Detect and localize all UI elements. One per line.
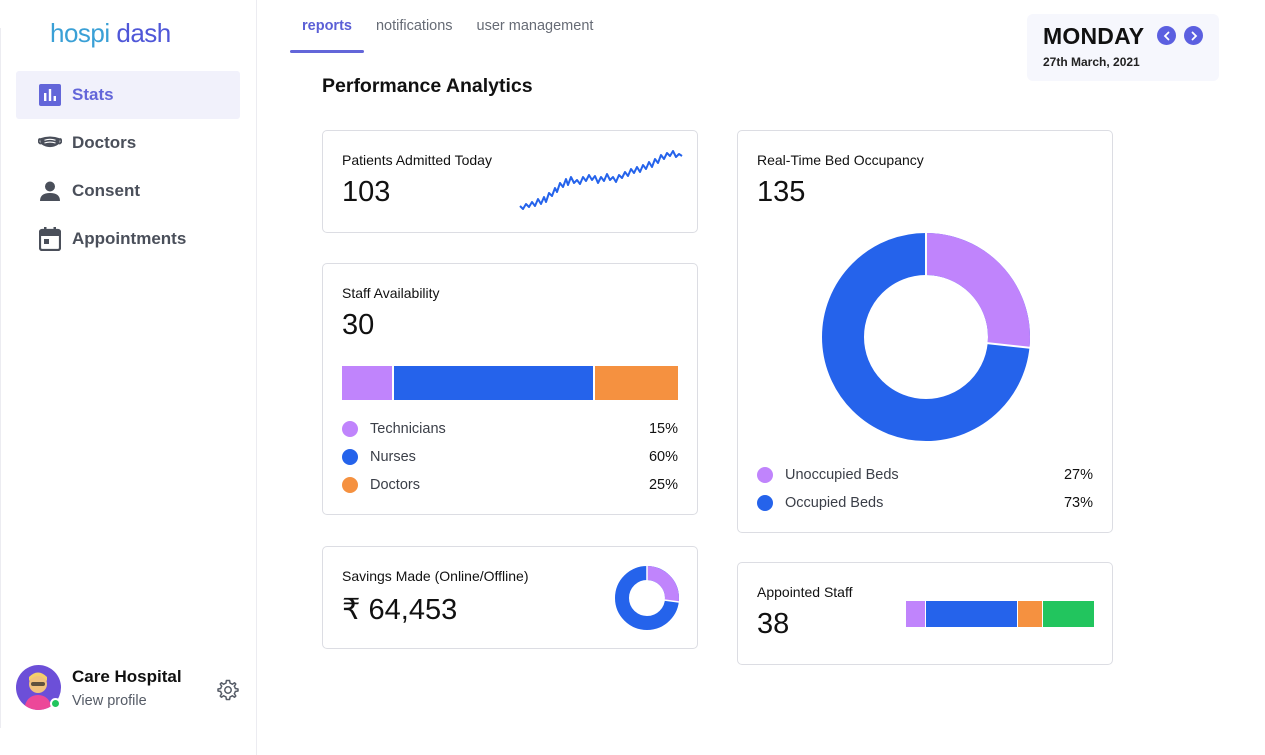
sidebar-item-stats[interactable]: Stats xyxy=(16,71,240,119)
tab-notifications[interactable]: notifications xyxy=(375,18,453,34)
card-value: 38 xyxy=(757,608,790,640)
appointed-staff-card: Appointed Staff 38 xyxy=(737,562,1113,665)
card-value: 103 xyxy=(342,176,391,208)
legend-dot xyxy=(757,495,773,511)
staff-bar-segment-doctors xyxy=(594,366,678,400)
online-status-dot xyxy=(50,698,61,709)
current-day: MONDAY xyxy=(1043,23,1145,49)
legend-item-doctors: Doctors 25% xyxy=(342,475,678,495)
patients-admitted-card: Patients Admitted Today 103 xyxy=(322,130,698,233)
chevron-left-icon xyxy=(1163,31,1169,40)
bar-segment-green xyxy=(1043,601,1094,627)
card-title: Real-Time Bed Occupancy xyxy=(757,152,924,168)
bar-chart-icon xyxy=(38,83,62,107)
legend-label: Doctors xyxy=(370,477,420,493)
savings-donut xyxy=(615,566,680,630)
bar-segment-purple xyxy=(906,601,925,627)
sidebar: hospi dash Stats Doctors Consent Appoint… xyxy=(0,0,257,755)
current-date: 27th March, 2021 xyxy=(1043,55,1140,69)
legend-dot xyxy=(342,449,358,465)
legend-label: Occupied Beds xyxy=(785,495,884,511)
tab-reports[interactable]: reports xyxy=(290,0,364,53)
next-day-button[interactable] xyxy=(1184,26,1203,45)
bar-segment-orange xyxy=(1018,601,1042,627)
legend-dot xyxy=(342,477,358,493)
appointed-stacked-bar xyxy=(906,601,1094,627)
sidebar-item-appointments[interactable]: Appointments xyxy=(16,215,240,263)
staff-bar-segment-nurses xyxy=(393,366,593,400)
card-title: Patients Admitted Today xyxy=(342,152,492,168)
staff-availability-card: Staff Availability 30 Technicians 15% Nu… xyxy=(322,263,698,515)
legend-percent: 60% xyxy=(648,449,678,465)
card-value: 135 xyxy=(757,176,806,208)
gear-icon[interactable] xyxy=(216,678,240,702)
legend-item-unoccupied: Unoccupied Beds 27% xyxy=(757,465,1093,485)
bar-segment-blue xyxy=(926,601,1017,627)
legend-percent: 27% xyxy=(1063,467,1093,483)
sidebar-item-consent[interactable]: Consent xyxy=(16,167,240,215)
legend-item-occupied: Occupied Beds 73% xyxy=(757,493,1093,513)
sidebar-item-label: Stats xyxy=(72,85,114,104)
previous-day-button[interactable] xyxy=(1157,26,1176,45)
patients-sparkline xyxy=(519,150,683,210)
top-tabs: reports notifications user management xyxy=(290,0,605,54)
sidebar-nav: Stats Doctors Consent Appointments xyxy=(16,71,240,263)
legend-percent: 73% xyxy=(1063,495,1093,511)
bed-occupancy-card: Real-Time Bed Occupancy 135 Unoccupied B… xyxy=(737,130,1113,533)
sidebar-item-label: Consent xyxy=(72,181,140,200)
calendar-icon xyxy=(38,227,62,251)
staff-bar-segment-technicians xyxy=(342,366,392,400)
legend-item-technicians: Technicians 15% xyxy=(342,419,678,439)
tab-user-management[interactable]: user management xyxy=(476,18,594,34)
logo-part-1: hospi xyxy=(50,18,110,48)
legend-label: Technicians xyxy=(370,421,446,437)
savings-card: Savings Made (Online/Offline) ₹ 64,453 xyxy=(322,546,698,649)
logo-part-2: dash xyxy=(116,18,171,48)
legend-label: Nurses xyxy=(370,449,416,465)
profile: Care Hospital View profile xyxy=(16,664,246,714)
staff-stacked-bar xyxy=(342,366,678,400)
card-value: ₹ 64,453 xyxy=(342,594,458,626)
sidebar-item-label: Appointments xyxy=(72,229,187,248)
legend-percent: 15% xyxy=(648,421,678,437)
sidebar-item-doctors[interactable]: Doctors xyxy=(16,119,240,167)
sidebar-item-label: Doctors xyxy=(72,133,137,152)
date-widget: MONDAY 27th March, 2021 xyxy=(1027,14,1219,81)
legend-item-nurses: Nurses 60% xyxy=(342,447,678,467)
bed-occupancy-donut xyxy=(822,231,1032,441)
legend-label: Unoccupied Beds xyxy=(785,467,899,483)
mask-icon xyxy=(38,131,62,155)
card-value: 30 xyxy=(342,309,375,341)
user-icon xyxy=(38,179,62,203)
profile-name: Care Hospital xyxy=(72,667,182,686)
legend-dot xyxy=(342,421,358,437)
card-title: Staff Availability xyxy=(342,285,440,301)
app-logo[interactable]: hospi dash xyxy=(50,18,171,49)
card-title: Savings Made (Online/Offline) xyxy=(342,568,529,584)
view-profile-link[interactable]: View profile xyxy=(72,693,147,709)
chevron-right-icon xyxy=(1191,31,1197,40)
page-title: Performance Analytics xyxy=(322,75,533,97)
sidebar-left-edge xyxy=(0,28,1,728)
legend-dot xyxy=(757,467,773,483)
legend-percent: 25% xyxy=(648,477,678,493)
card-title: Appointed Staff xyxy=(757,584,853,600)
